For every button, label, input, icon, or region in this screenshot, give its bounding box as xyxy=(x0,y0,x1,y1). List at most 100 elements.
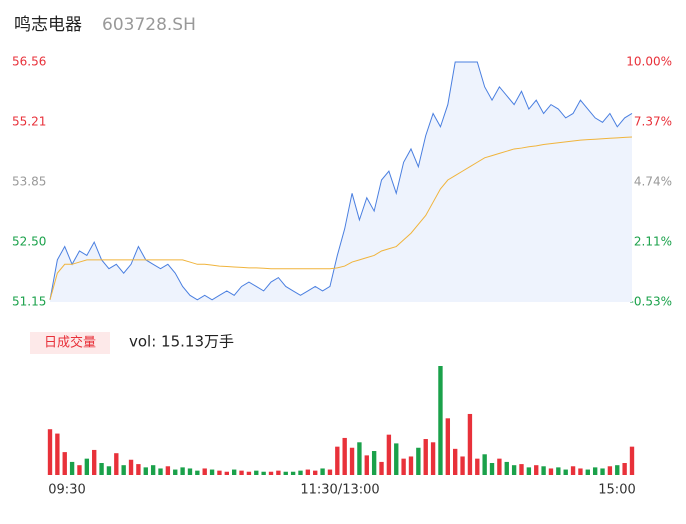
volume-bar xyxy=(290,471,296,475)
volume-bar xyxy=(150,465,156,475)
volume-bar xyxy=(379,461,384,475)
volume-bar xyxy=(430,442,436,475)
volume-bar xyxy=(99,463,104,475)
volume-bar xyxy=(217,470,222,475)
y2-tick-label: 7.37% xyxy=(634,114,672,128)
y2-tick-label: 2.11% xyxy=(634,234,672,248)
volume-bar xyxy=(615,465,620,475)
volume-bar xyxy=(209,469,215,475)
volume-bar xyxy=(187,468,193,475)
price-area xyxy=(50,62,632,302)
volume-bar xyxy=(180,467,185,475)
volume-bar xyxy=(55,433,60,475)
line-price xyxy=(49,61,633,301)
volume-bar xyxy=(607,466,613,475)
volume-bar xyxy=(578,468,583,475)
volume-bar xyxy=(136,464,141,475)
volume-bar xyxy=(47,429,53,475)
volume-bar xyxy=(526,467,532,475)
volume-bar xyxy=(489,463,495,475)
volume-bar xyxy=(69,461,75,475)
line-average xyxy=(49,136,633,300)
volume-bar xyxy=(261,471,266,475)
y-tick-label: 51.15 xyxy=(12,295,46,309)
volume-bar xyxy=(114,453,119,475)
volume-bar xyxy=(276,470,281,475)
volume-bar xyxy=(268,471,274,475)
stock-name: 鸣志电器 xyxy=(14,15,82,35)
volume-bar xyxy=(401,458,406,475)
volume-bar xyxy=(453,448,458,475)
volume-bar xyxy=(482,454,487,475)
volume-bar xyxy=(386,434,392,475)
volume-bar xyxy=(475,458,480,475)
volume-bar xyxy=(438,366,443,475)
volume-bar xyxy=(541,466,546,475)
volume-bar xyxy=(320,468,325,475)
stock-code: 603728.SH xyxy=(102,15,196,35)
volume-bar xyxy=(231,469,237,475)
volume-bar xyxy=(349,447,355,475)
volume-bar xyxy=(497,458,502,475)
volume-bar xyxy=(283,471,288,475)
volume-bar xyxy=(254,470,259,475)
volume-bar xyxy=(313,470,318,475)
volume-bar xyxy=(239,470,244,475)
volume-bar xyxy=(394,443,399,475)
volume-bar xyxy=(298,470,303,475)
volume-bar xyxy=(511,465,517,475)
volume-bar xyxy=(622,463,627,475)
volume-bar xyxy=(121,465,126,475)
volume-bar xyxy=(570,466,576,475)
volume-bar xyxy=(629,446,635,475)
volume-bar xyxy=(467,413,473,475)
volume-bar xyxy=(357,442,362,475)
volume-bar xyxy=(556,467,561,475)
volume-bar xyxy=(519,464,524,475)
y-tick-label: 56.56 xyxy=(12,55,46,69)
volume-label: vol: 15.13万手 xyxy=(129,333,234,351)
y-tick-label: 52.50 xyxy=(12,235,46,249)
volume-bar xyxy=(416,447,421,475)
volume-bar xyxy=(92,449,97,475)
volume-bar xyxy=(165,466,171,475)
volume-tag-bg xyxy=(30,332,110,354)
volume-bar xyxy=(460,456,465,475)
volume-bar xyxy=(84,458,90,475)
volume-bar xyxy=(335,446,340,475)
volume-bar xyxy=(585,469,590,475)
volume-bar xyxy=(143,467,148,475)
volume-bar xyxy=(445,418,451,475)
volume-bar xyxy=(371,451,377,475)
y-tick-label: 53.85 xyxy=(12,175,46,189)
y2-tick-label: 10.00% xyxy=(626,55,672,69)
y2-tick-label: -0.53% xyxy=(630,295,672,309)
volume-bar xyxy=(423,439,428,475)
volume-bar xyxy=(158,468,163,475)
x-tick-label: 09:30 xyxy=(48,483,85,498)
x-tick-label: 15:00 xyxy=(598,483,635,498)
volume-bar xyxy=(246,471,252,475)
volume-tag: 日成交量 xyxy=(44,335,96,351)
volume-bar xyxy=(342,437,347,475)
volume-bar xyxy=(224,471,229,475)
volume-bar xyxy=(534,465,539,475)
volume-bar xyxy=(128,459,134,475)
volume-bar xyxy=(364,455,369,475)
volume-bar xyxy=(77,465,82,475)
volume-bar xyxy=(563,469,568,475)
x-tick-label: 11:30/13:00 xyxy=(300,483,379,498)
volume-bar xyxy=(106,466,112,475)
volume-bar xyxy=(592,467,598,475)
y-tick-label: 55.21 xyxy=(12,114,46,128)
y2-tick-label: 4.74% xyxy=(634,174,672,188)
volume-bar xyxy=(305,469,311,475)
volume-bar xyxy=(62,452,67,475)
volume-bar xyxy=(202,468,207,475)
volume-bar xyxy=(504,461,509,475)
volume-bar xyxy=(327,469,333,475)
volume-bar xyxy=(548,468,554,475)
volume-bar xyxy=(173,469,178,475)
volume-bar xyxy=(195,470,200,475)
